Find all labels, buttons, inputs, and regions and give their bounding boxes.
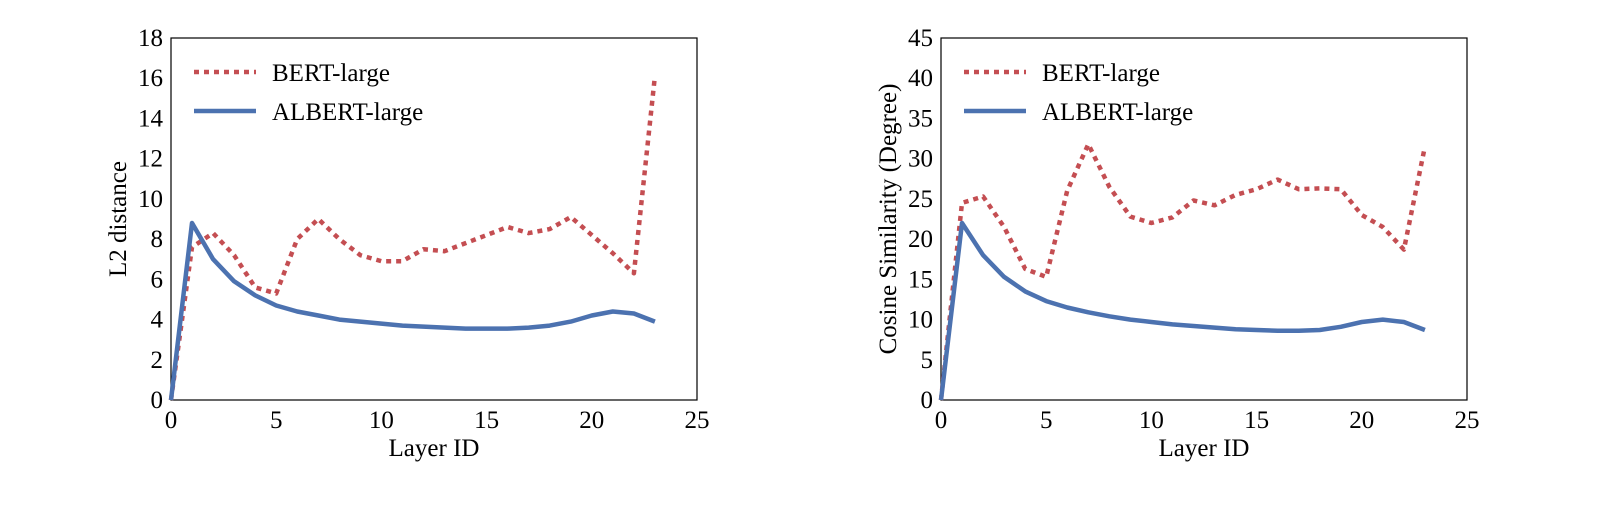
y-tick-label: 20	[908, 226, 933, 253]
chart-cosine-similarity: 0 5 10 15 20 25 0 5 10 15 20 25 30 35 40 45 Layer ID C…	[875, 25, 1480, 462]
series-line-albert-large	[938, 220, 1426, 401]
y-axis-label: L2 distance	[105, 161, 132, 277]
chart-l2-distance: 0 5 10 15 20 25 0 2 4 6 8 10 12 14 16 18 Layer ID L2 d…	[105, 25, 710, 462]
y-tick-label: 35	[908, 105, 933, 132]
x-tick-label: 25	[685, 407, 710, 434]
x-tick-labels: 0 5 10 15 20 25	[935, 407, 1480, 434]
y-tick-label: 0	[151, 387, 164, 414]
legend-label-albert: ALBERT-large	[272, 99, 423, 126]
y-tick-label: 0	[921, 387, 934, 414]
x-axis-label: Layer ID	[1159, 435, 1250, 462]
y-tick-label: 25	[908, 186, 933, 213]
y-tick-label: 16	[138, 65, 163, 92]
y-tick-label: 5	[921, 347, 934, 374]
y-tick-label: 12	[138, 146, 163, 173]
x-tick-label: 10	[369, 407, 394, 434]
y-tick-label: 30	[908, 146, 933, 173]
y-tick-label: 8	[151, 226, 164, 253]
series-line-bert-large	[938, 141, 1428, 401]
x-tick-label: 15	[474, 407, 499, 434]
y-tick-label: 14	[138, 105, 164, 132]
y-tick-label: 15	[908, 266, 933, 293]
x-axis-label: Layer ID	[389, 435, 480, 462]
y-tick-label: 18	[138, 25, 163, 52]
y-tick-label: 2	[151, 347, 164, 374]
y-axis-label: Cosine Similarity (Degree)	[875, 84, 902, 355]
x-tick-label: 5	[270, 407, 283, 434]
y-tick-labels: 0 2 4 6 8 10 12 14 16 18	[138, 25, 164, 414]
legend: BERT-large ALBERT-large	[194, 60, 423, 126]
x-tick-labels: 0 5 10 15 20 25	[165, 407, 710, 434]
y-tick-label: 45	[908, 25, 933, 52]
y-tick-label: 40	[908, 65, 933, 92]
plot-frame	[170, 37, 698, 401]
x-tick-label: 20	[1349, 407, 1374, 434]
y-tick-label: 6	[151, 266, 164, 293]
y-tick-label: 10	[908, 307, 933, 334]
y-tick-label: 10	[138, 186, 163, 213]
legend-label-bert: BERT-large	[1042, 60, 1160, 87]
legend-label-bert: BERT-large	[272, 60, 390, 87]
y-tick-labels: 0 5 10 15 20 25 30 35 40 45	[908, 25, 933, 414]
series-line-bert-large	[168, 75, 658, 401]
x-tick-label: 0	[165, 407, 178, 434]
y-tick-label: 4	[151, 307, 164, 334]
series-line-albert-large	[168, 220, 656, 401]
x-tick-label: 20	[579, 407, 604, 434]
x-tick-label: 15	[1244, 407, 1269, 434]
series-lines	[938, 141, 1428, 401]
x-tick-label: 0	[935, 407, 948, 434]
series-lines	[168, 75, 658, 401]
x-tick-label: 5	[1040, 407, 1053, 434]
plot-frame	[940, 37, 1468, 401]
x-tick-label: 10	[1139, 407, 1164, 434]
x-tick-label: 25	[1455, 407, 1480, 434]
legend: BERT-large ALBERT-large	[964, 60, 1193, 126]
legend-label-albert: ALBERT-large	[1042, 99, 1193, 126]
